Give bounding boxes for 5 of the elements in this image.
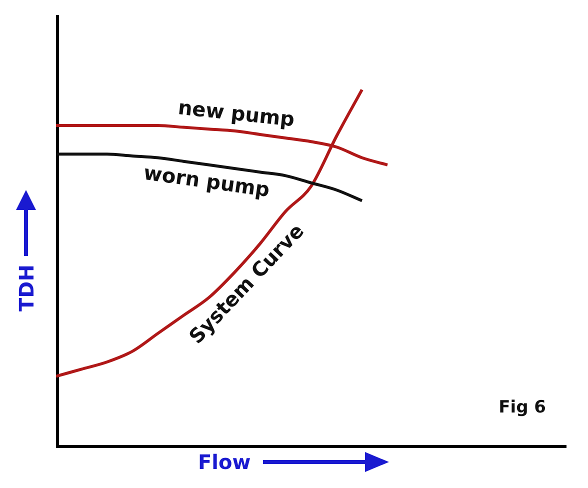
x-axis-title: Flow (198, 450, 251, 474)
text: new pump (176, 95, 296, 132)
text: worn pump (142, 160, 272, 202)
y-axis-title: TDH (14, 264, 38, 312)
annotation: Fig 6 (498, 397, 546, 418)
